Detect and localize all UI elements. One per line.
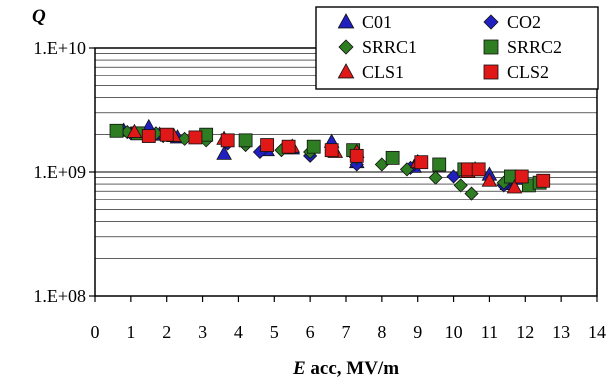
x-axis-title: E acc, MV/m — [292, 358, 399, 379]
data-point — [349, 148, 364, 163]
x-tick-label: 4 — [234, 322, 243, 342]
series-c01 — [115, 118, 526, 190]
data-point — [471, 162, 486, 177]
x-tick-label: 8 — [377, 322, 386, 342]
data-point — [385, 150, 400, 165]
legend-marker — [337, 63, 355, 79]
legend-label: CLS1 — [362, 62, 404, 82]
legend-marker — [337, 13, 355, 29]
legend: C01 CO2 SRRC1 SRRC2 CLS1 CLS2 — [315, 6, 599, 90]
x-tick-label: 7 — [342, 322, 351, 342]
x-tick-label: 5 — [270, 322, 279, 342]
x-tick-label: 0 — [91, 322, 100, 342]
data-point — [481, 172, 498, 187]
x-tick-label: 14 — [588, 322, 606, 342]
data-point — [536, 173, 551, 188]
legend-label: CO2 — [507, 12, 541, 32]
data-point — [306, 139, 321, 154]
data-point — [506, 179, 523, 194]
legend-label: CLS2 — [507, 62, 549, 82]
x-tick-label: 10 — [445, 322, 463, 342]
data-point — [514, 169, 529, 184]
x-tick-label: 3 — [198, 322, 207, 342]
x-tick-label: 11 — [481, 322, 498, 342]
x-tick-label: 2 — [162, 322, 171, 342]
y-tick-label: 1.E+09 — [33, 162, 86, 182]
x-tick-label: 9 — [413, 322, 422, 342]
legend-marker — [483, 64, 499, 80]
data-point — [432, 157, 447, 172]
data-point — [188, 130, 203, 145]
x-tick-label: 13 — [552, 322, 570, 342]
legend-marker — [483, 39, 499, 55]
y-axis-title-text: Q — [32, 6, 46, 27]
y-tick-label: 1.E+08 — [33, 286, 86, 306]
data-point — [141, 129, 156, 143]
data-point — [126, 123, 143, 138]
legend-label: SRRC2 — [507, 37, 562, 57]
x-tick-label: 1 — [126, 322, 135, 342]
data-point — [159, 127, 174, 142]
data-point — [260, 138, 275, 152]
x-axis-ticks: 0 1 2 3 4 5 6 7 8 9 10 11 12 13 14 — [91, 296, 606, 342]
y-axis-title: Q — [32, 6, 46, 27]
x-tick-label: 12 — [516, 322, 534, 342]
data-point — [109, 123, 124, 138]
legend-marker — [483, 14, 499, 30]
legend-label: SRRC1 — [362, 37, 417, 57]
data-point — [428, 170, 443, 185]
x-tick-label: 6 — [306, 322, 315, 342]
y-axis-ticks: 1.E+08 1.E+09 1.E+10 — [33, 38, 95, 306]
legend-label: C01 — [362, 12, 392, 32]
legend-marker — [338, 39, 354, 55]
data-point — [238, 133, 253, 148]
legend-box — [315, 6, 599, 90]
data-point — [414, 155, 429, 170]
x-axis-title-symbol: E — [292, 358, 306, 379]
x-axis-title-rest: acc, MV/m — [306, 358, 400, 379]
y-tick-label: 1.E+10 — [33, 38, 86, 58]
data-point — [220, 133, 235, 148]
data-points — [109, 118, 551, 201]
data-point — [453, 178, 468, 193]
data-point — [216, 145, 232, 160]
data-point — [324, 143, 339, 158]
data-point — [281, 139, 296, 154]
series-cls2 — [141, 127, 551, 188]
data-point — [464, 186, 479, 201]
